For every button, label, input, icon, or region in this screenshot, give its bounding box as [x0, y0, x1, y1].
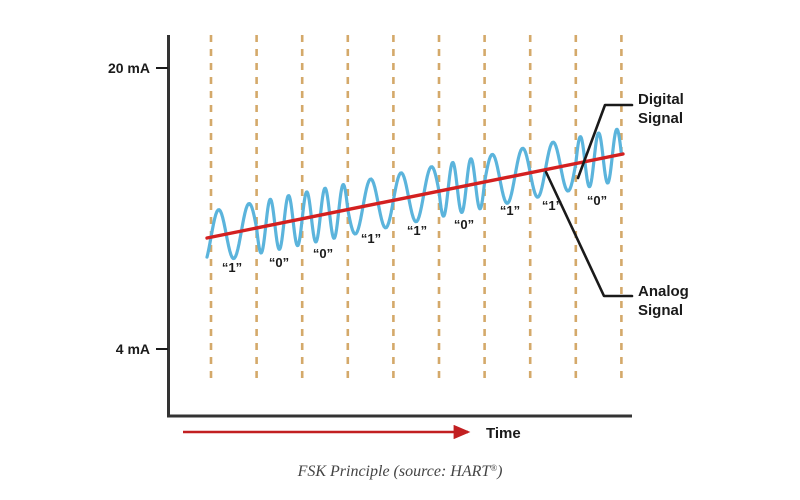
bit-label: “1”: [542, 198, 562, 213]
analog-signal-line: [205, 152, 625, 240]
digital-signal-label-line2: Signal: [638, 110, 683, 127]
bit-label: “1”: [500, 203, 520, 218]
digital-signal-label-line1: Digital: [638, 91, 684, 108]
analog-signal-label-line1: Analog: [638, 283, 689, 300]
y-axis-label-top: 20 mA: [108, 60, 150, 76]
bit-label: “0”: [587, 193, 607, 208]
bit-label: “1”: [361, 231, 381, 246]
y-axis-label-bottom: 4 mA: [116, 341, 150, 357]
caption-main-text: FSK Principle (source: HART: [297, 463, 492, 480]
caption-registered-mark: ®: [490, 463, 497, 473]
digital-callout-leader-line: [576, 103, 634, 180]
bit-label: “0”: [313, 246, 333, 261]
bit-labels: “1” “0” “0” “1” “1” “0” “1” “1” “0”: [222, 193, 607, 275]
bit-label: “0”: [269, 255, 289, 270]
caption-tail-text: ): [496, 463, 502, 480]
analog-callout-leader-line: [544, 170, 634, 298]
bit-label: “1”: [222, 260, 242, 275]
bit-label: “0”: [454, 217, 474, 232]
analog-signal-label-line2: Signal: [638, 302, 683, 319]
bit-label: “1”: [407, 223, 427, 238]
x-axis-label: Time: [486, 425, 521, 442]
figure-caption: FSK Principle (source: HART®): [297, 463, 503, 480]
